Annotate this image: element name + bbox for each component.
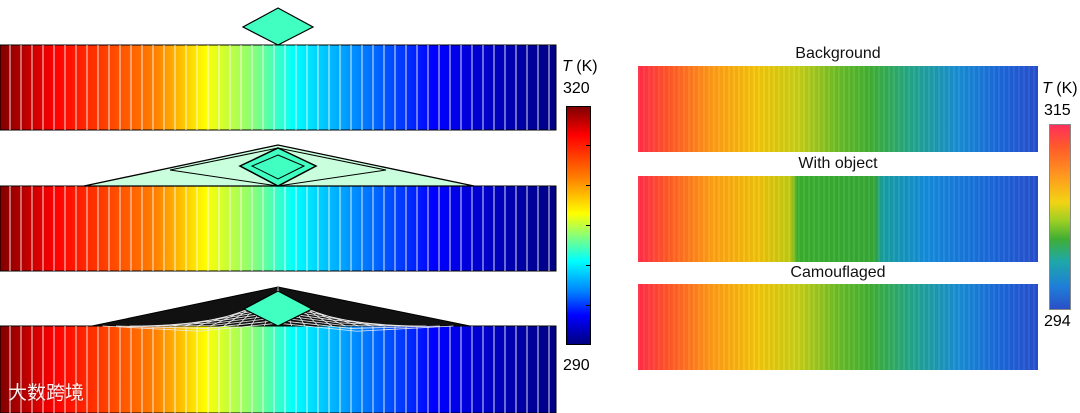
panel-title-background: Background bbox=[795, 45, 881, 62]
sim-panel-object bbox=[0, 144, 557, 272]
thermal-image-background bbox=[638, 66, 1038, 152]
sim-panel-background bbox=[0, 7, 557, 131]
isotherm-lines-3 bbox=[9, 326, 550, 413]
left-colorbar-max: 320 bbox=[563, 80, 590, 97]
thermal-image-with-object bbox=[638, 176, 1038, 262]
left-colorbar-unit: (K) bbox=[576, 58, 598, 75]
sim-bar-3 bbox=[0, 325, 557, 413]
isotherm-lines-1 bbox=[9, 45, 550, 130]
thermal-image-camouflaged bbox=[638, 284, 1038, 370]
colorbar-tick bbox=[586, 145, 590, 146]
right-colorbar-title: T (K) bbox=[1042, 80, 1078, 98]
simulation-panels bbox=[0, 7, 557, 413]
left-colorbar-min: 290 bbox=[563, 357, 590, 374]
panel-title-with-object: With object bbox=[798, 155, 878, 172]
left-colorbar bbox=[566, 106, 591, 345]
colorbar-tick bbox=[586, 305, 590, 306]
colorbar-tick bbox=[586, 265, 590, 266]
sim-panel-camouflaged bbox=[0, 286, 557, 413]
sim-bar-1 bbox=[0, 44, 557, 131]
right-colorbar-min: 294 bbox=[1044, 313, 1071, 330]
colorbar-tick bbox=[586, 185, 590, 186]
colorbar-tick bbox=[586, 225, 590, 226]
right-colorbar bbox=[1049, 124, 1071, 310]
object-diamond-1 bbox=[241, 7, 315, 46]
object-diamond-2-inner bbox=[250, 154, 306, 180]
left-colorbar-symbol: T bbox=[562, 58, 572, 75]
sim-bar-2 bbox=[0, 185, 557, 272]
object-diamond-3 bbox=[242, 290, 314, 327]
right-colorbar-unit: (K) bbox=[1056, 80, 1078, 97]
right-colorbar-symbol: T bbox=[1042, 80, 1052, 97]
panel-title-camouflaged: Camouflaged bbox=[790, 264, 886, 281]
right-colorbar-max: 315 bbox=[1044, 102, 1071, 119]
isotherm-lines-2 bbox=[9, 186, 550, 271]
left-colorbar-title: T (K) bbox=[562, 58, 598, 76]
watermark: 大数跨境 bbox=[8, 382, 85, 404]
shell-inner-lines-2 bbox=[169, 147, 387, 187]
